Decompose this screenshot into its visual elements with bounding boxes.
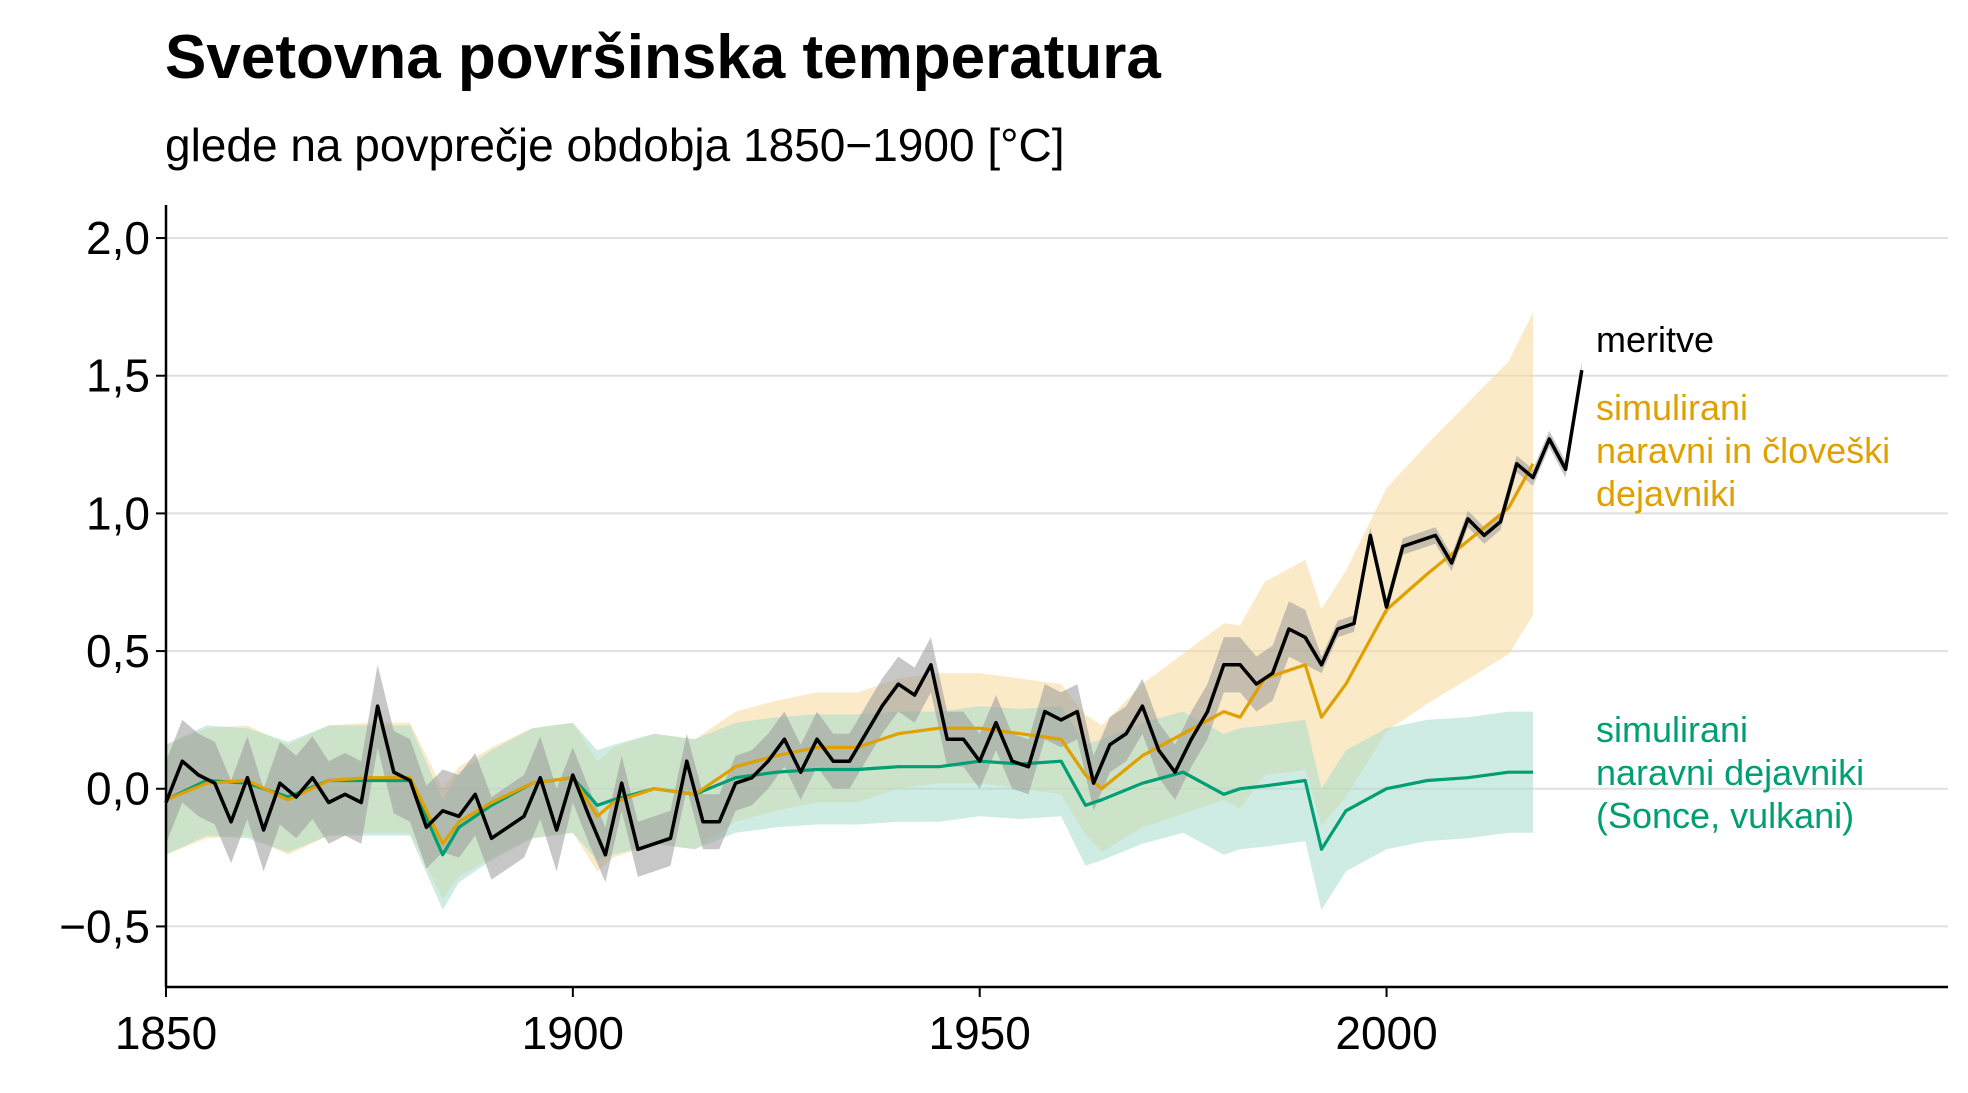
series-labels: meritve simulirani naravni in človeški d…: [1596, 319, 1890, 836]
label-natural-3: (Sonce, vulkani): [1596, 795, 1854, 836]
line-natural: [165, 759, 1533, 857]
label-human-natural-3: dejavniki: [1596, 473, 1736, 514]
line-human-natural: [165, 463, 1535, 846]
y-tick-label: 0,5: [86, 625, 150, 677]
series-lines: [164, 369, 1584, 857]
label-human-natural-1: simulirani: [1596, 387, 1748, 428]
label-meritve: meritve: [1596, 319, 1714, 360]
grid-lines: [166, 237, 1948, 928]
label-natural-2: naravni dejavniki: [1596, 752, 1864, 793]
label-natural-1: simulirani: [1596, 709, 1748, 750]
y-tick-label: 2,0: [86, 212, 150, 264]
y-tick-label: 1,5: [86, 350, 150, 402]
chart-subtitle: glede na povprečje obdobja 1850−1900 [°C…: [165, 119, 1065, 171]
line-meritve: [164, 369, 1584, 857]
axes: −0,5 0,0 0,5 1,0 1,5 2,0 1850 1900 1950 2000: [59, 205, 1948, 1059]
label-human-natural-2: naravni in človeški: [1596, 430, 1890, 471]
y-tick-label: −0,5: [59, 900, 150, 952]
y-tick-label: 1,0: [86, 487, 150, 539]
band-meritve: [166, 362, 1582, 883]
y-tick-label: 0,0: [86, 763, 150, 815]
x-tick-label: 2000: [1335, 1007, 1437, 1059]
x-tick-label: 1900: [522, 1007, 624, 1059]
chart-title: Svetovna površinska temperatura: [165, 23, 1161, 92]
x-tick-label: 1850: [115, 1007, 217, 1059]
x-tick-label: 1950: [929, 1007, 1031, 1059]
uncertainty-bands: [166, 312, 1582, 910]
